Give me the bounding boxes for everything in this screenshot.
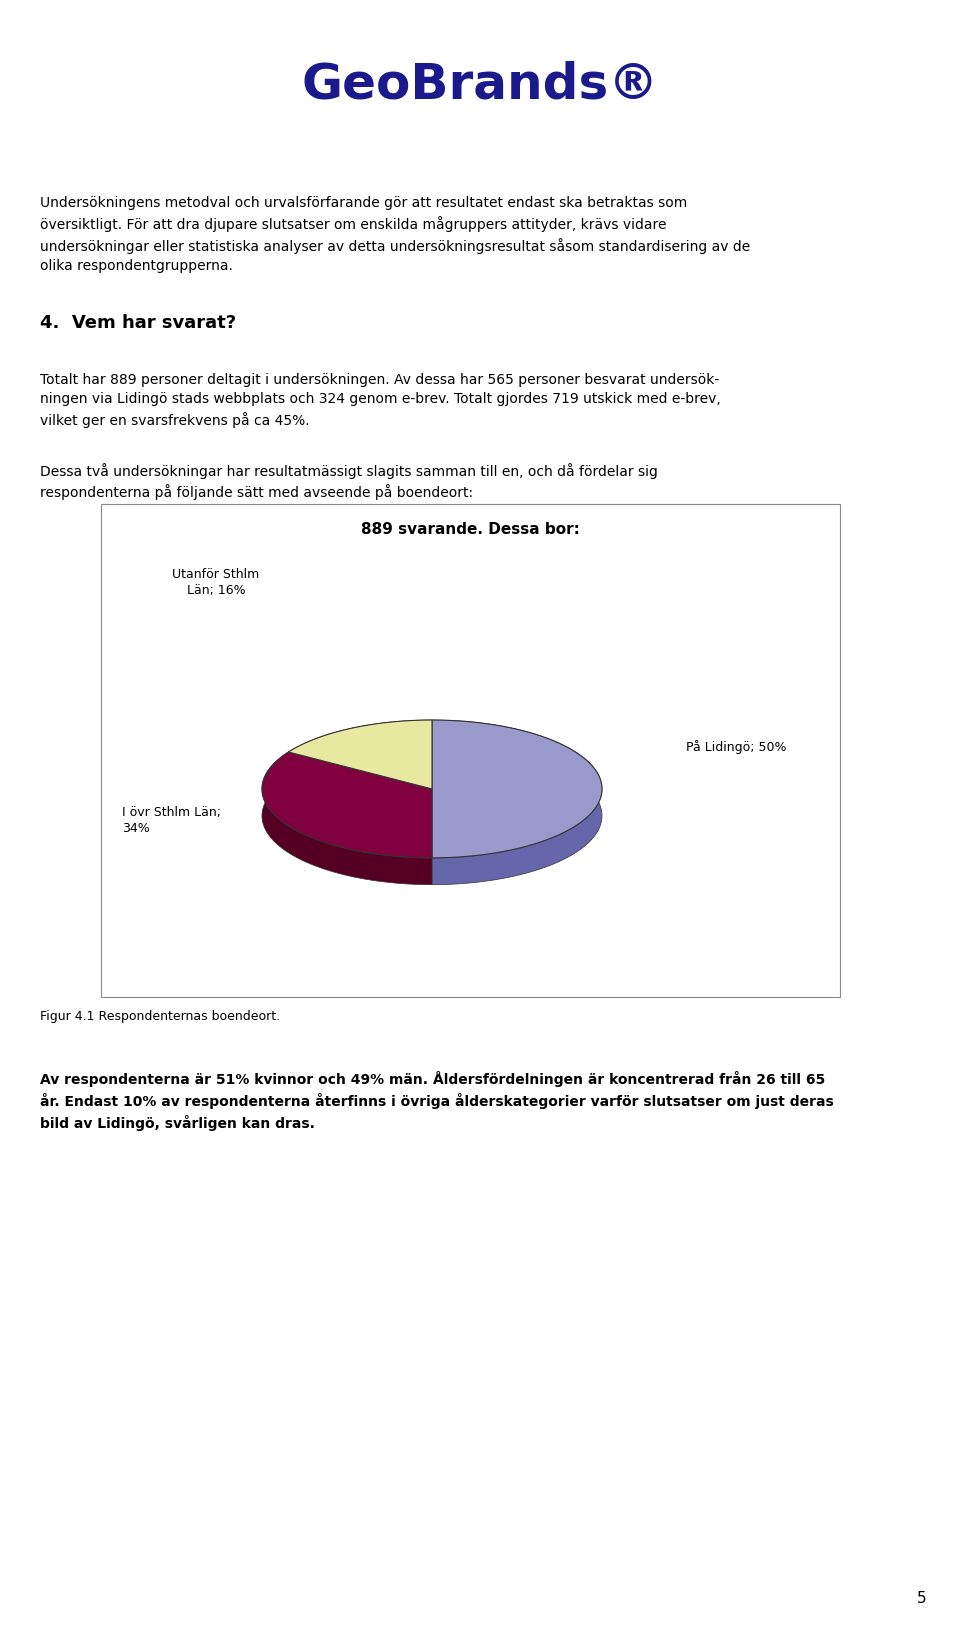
Text: 5: 5 — [917, 1591, 926, 1606]
Text: 889 svarande. Dessa bor:: 889 svarande. Dessa bor: — [361, 522, 580, 536]
Polygon shape — [288, 719, 432, 778]
Text: Dessa två undersökningar har resultatmässigt slagits samman till en, och då förd: Dessa två undersökningar har resultatmäs… — [40, 463, 659, 500]
Text: Undersökningens metodval och urvalsförfarande gör att resultatet endast ska betr: Undersökningens metodval och urvalsförfa… — [40, 196, 751, 273]
Polygon shape — [262, 752, 432, 885]
Polygon shape — [262, 752, 432, 858]
Text: Totalt har 889 personer deltagit i undersökningen. Av dessa har 565 personer bes: Totalt har 889 personer deltagit i under… — [40, 373, 721, 427]
Text: Av respondenterna är 51% kvinnor och 49% män. Åldersfördelningen är koncentrerad: Av respondenterna är 51% kvinnor och 49%… — [40, 1071, 834, 1131]
FancyBboxPatch shape — [101, 504, 840, 997]
Text: I övr Sthlm Län;
34%: I övr Sthlm Län; 34% — [122, 806, 221, 835]
Polygon shape — [432, 719, 602, 858]
Text: På Lidingö; 50%: På Lidingö; 50% — [686, 741, 787, 754]
Text: 4.  Vem har svarat?: 4. Vem har svarat? — [40, 314, 236, 332]
Polygon shape — [432, 719, 602, 885]
Text: Figur 4.1 Respondenternas boendeort.: Figur 4.1 Respondenternas boendeort. — [40, 1010, 280, 1024]
Text: GeoBrands®: GeoBrands® — [301, 60, 659, 108]
Polygon shape — [288, 719, 432, 790]
Text: Utanför Sthlm
Län; 16%: Utanför Sthlm Län; 16% — [173, 567, 259, 597]
